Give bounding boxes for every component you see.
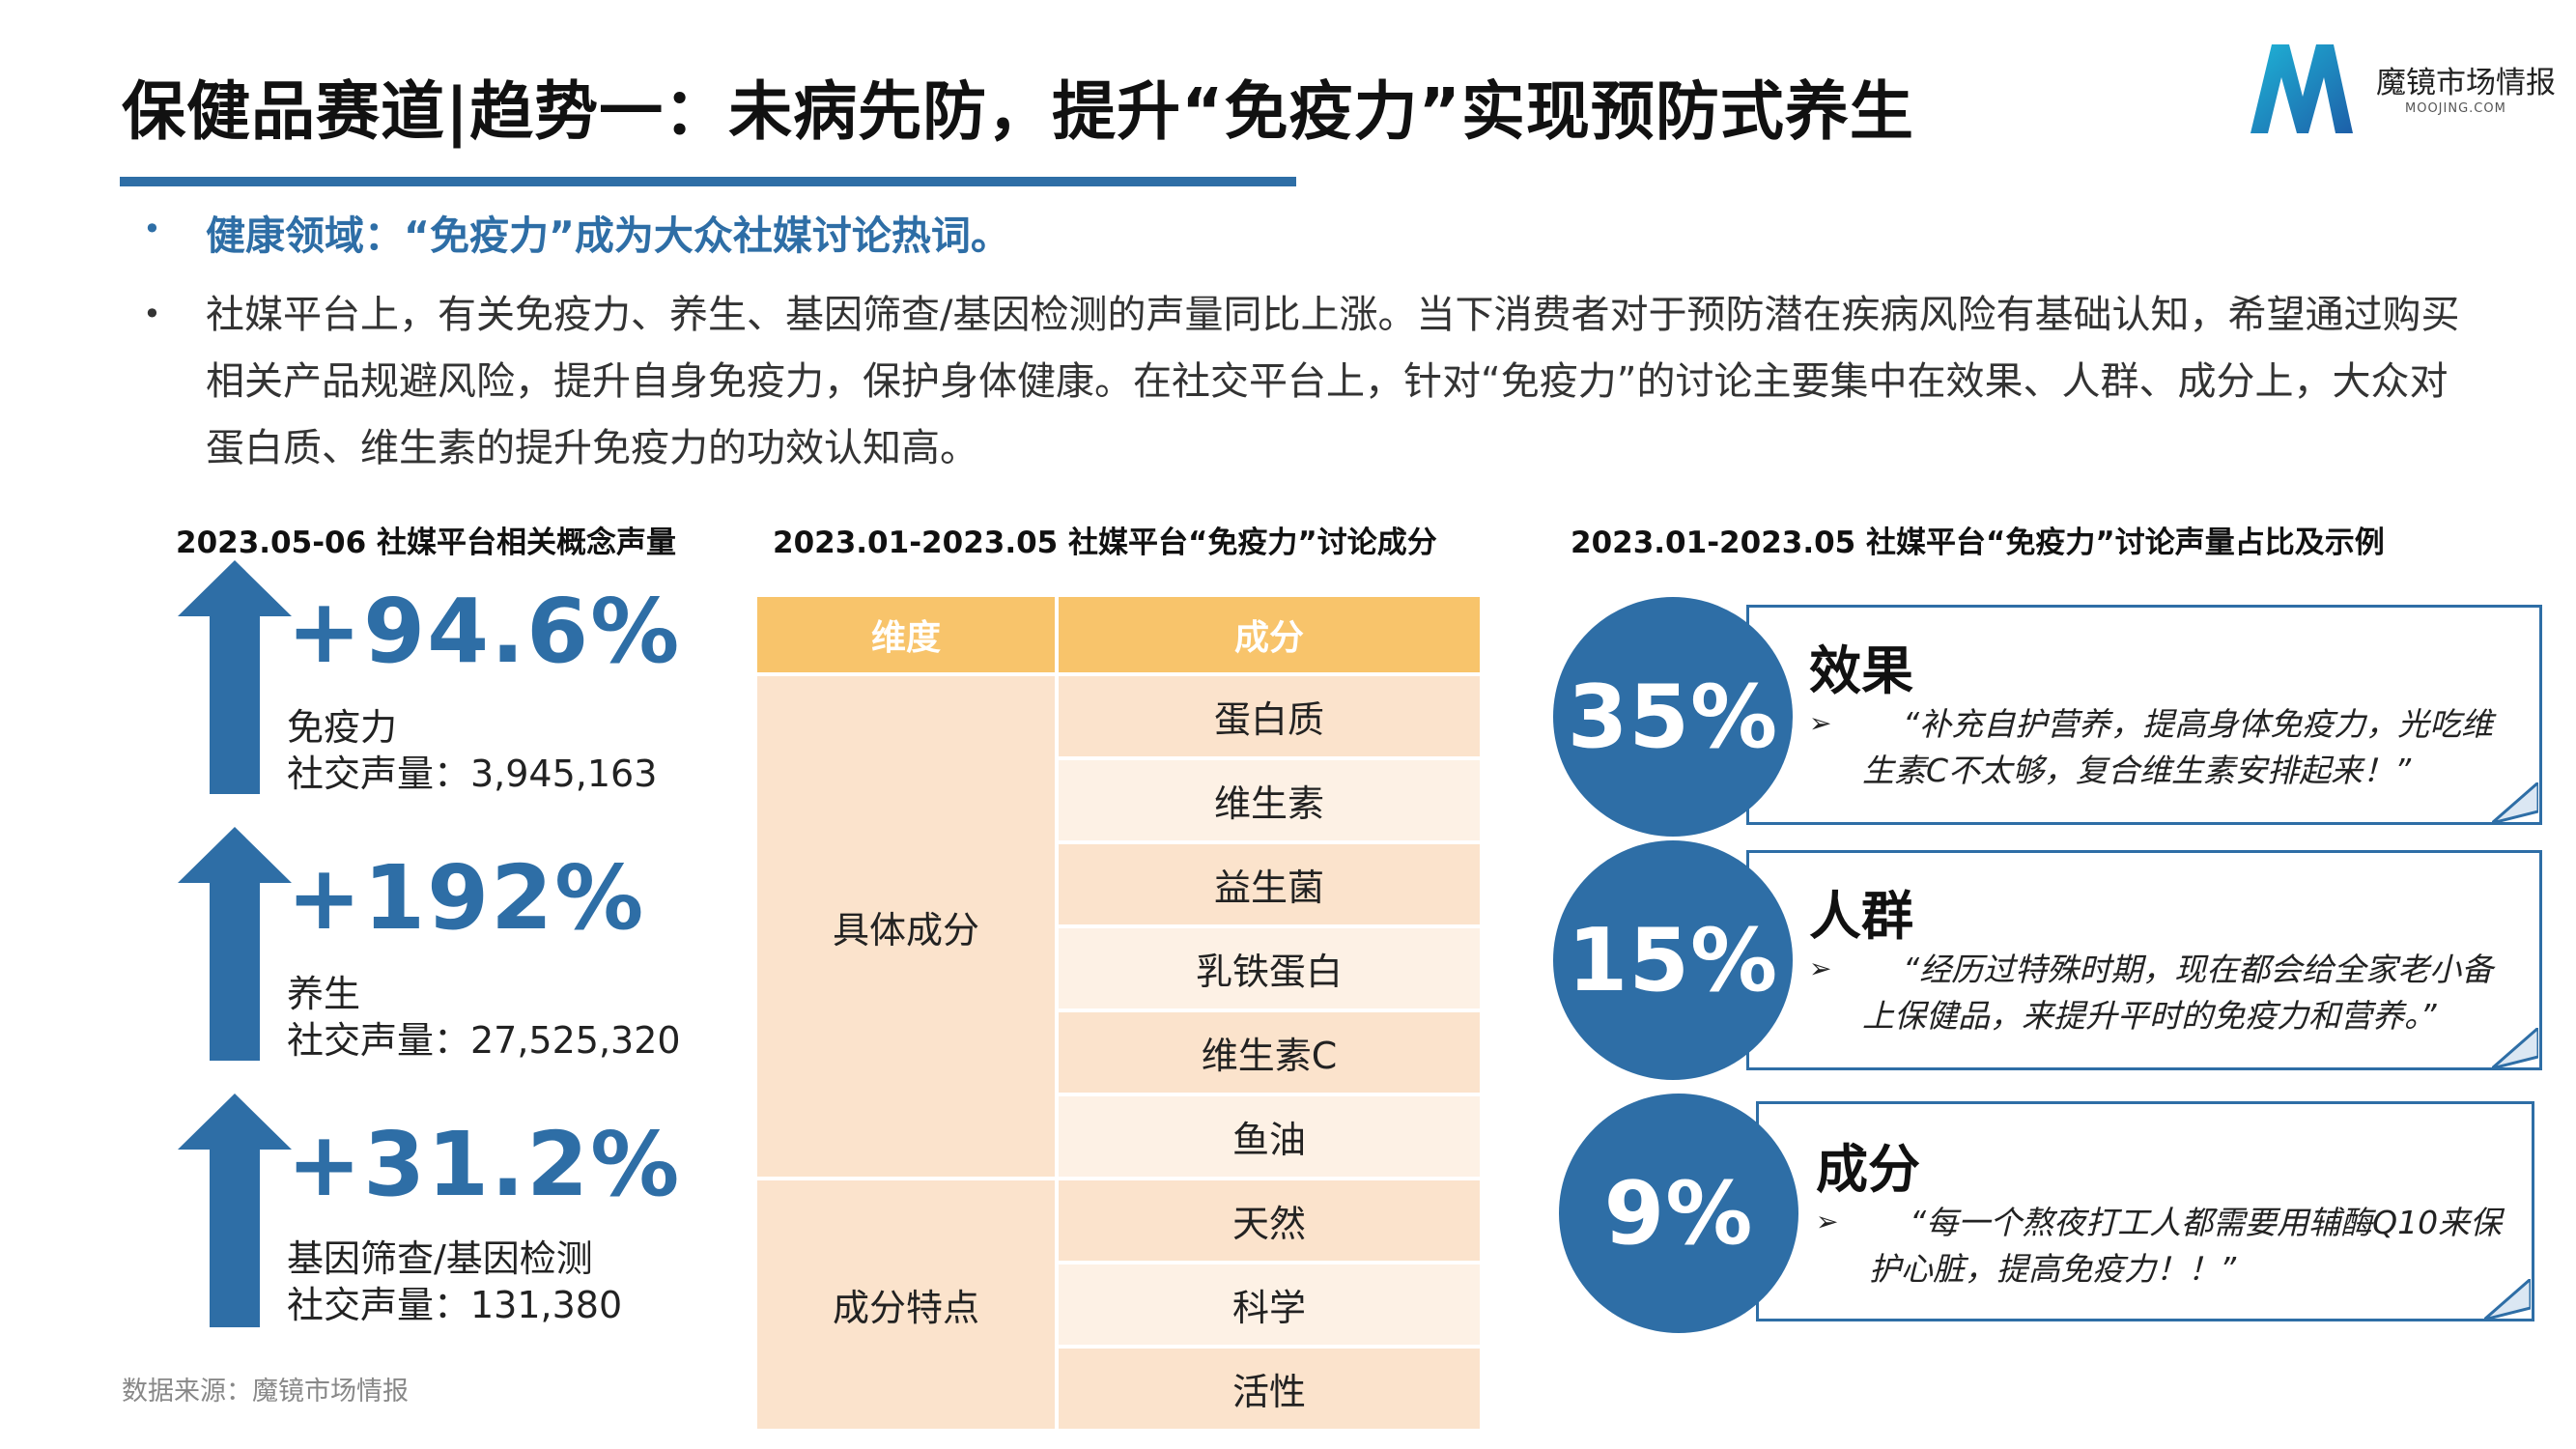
up-arrow-icon [178, 827, 292, 1061]
card-quote: “每一个熬夜打工人都需要用辅酶Q10来保护心脏，提高免疫力！！” [1869, 1204, 2503, 1288]
card-frame [1746, 605, 2542, 825]
ingredient-cell: 乳铁蛋白 [1057, 926, 1480, 1012]
body-paragraph: 社媒平台上，有关免疫力、养生、基因筛查/基因检测的声量同比上涨。当下消费者对于预… [206, 293, 2460, 470]
share-percent-badge: 35% [1553, 597, 1793, 837]
bullet-marker: • [143, 296, 161, 332]
ingredient-table: 维度 成分 具体成分 蛋白质 维生素 益生菌 乳铁蛋白 维生素C 鱼油 成分特点… [757, 597, 1480, 1433]
card-title: 人群 [1809, 886, 1913, 947]
stat-name: 养生 [287, 973, 361, 1015]
dimension-cell: 成分特点 [757, 1179, 1059, 1433]
stat-change: +192% [287, 846, 646, 950]
card-quote: “补充自护营养，提高身体免疫力，光吃维生素C不太够，复合维生素安排起来！” [1862, 705, 2494, 789]
ingredient-cell: 益生菌 [1057, 842, 1480, 928]
arrow-bullet-icon: ➢ [1809, 952, 1832, 984]
table-row: 科学 [757, 1263, 1480, 1349]
stat-volume: 社交声量：3,945,163 [287, 753, 658, 795]
column-header-ingredient: 成分 [1057, 597, 1480, 676]
logo-name: 魔镜市场情报 [2376, 66, 2556, 100]
arrow-bullet-icon: ➢ [1816, 1206, 1839, 1237]
up-arrow-icon [178, 560, 292, 794]
section-title-volume: 2023.05-06 社媒平台相关概念声量 [176, 526, 676, 560]
section-title-ingredients: 2023.01-2023.05 社媒平台“免疫力”讨论成分 [773, 526, 1437, 560]
title-underline [120, 177, 1296, 186]
up-arrow-icon [178, 1094, 292, 1327]
dimension-cell: 具体成分 [757, 674, 1059, 1180]
stat-name: 免疫力 [287, 706, 398, 749]
stat-name: 基因筛查/基因检测 [287, 1237, 593, 1280]
table-row: 鱼油 [757, 1094, 1480, 1180]
data-source: 数据来源：魔镜市场情报 [122, 1377, 409, 1406]
card-title: 效果 [1809, 640, 1913, 701]
column-header-dimension: 维度 [757, 597, 1059, 676]
arrow-bullet-icon: ➢ [1809, 707, 1832, 739]
page-fold-icon [2484, 1279, 2531, 1320]
page-fold-icon [2492, 782, 2538, 823]
card-frame [1756, 1101, 2534, 1321]
page-title: 保健品赛道|趋势一：未病先防，提升“免疫力”实现预防式养生 [122, 74, 1914, 149]
stat-volume: 社交声量：131,380 [287, 1284, 623, 1326]
ingredient-cell: 鱼油 [1057, 1094, 1480, 1180]
table-row: 益生菌 [757, 842, 1480, 928]
ingredient-cell: 蛋白质 [1057, 674, 1480, 760]
section-title-share: 2023.01-2023.05 社媒平台“免疫力”讨论声量占比及示例 [1571, 526, 2385, 560]
share-percent-badge: 15% [1553, 840, 1793, 1080]
stat-change: +31.2% [287, 1113, 682, 1216]
logo-domain: MOOJING.COM [2405, 101, 2506, 116]
page-fold-icon [2492, 1028, 2538, 1068]
table-header-row: 维度 成分 [757, 597, 1480, 676]
ingredient-cell: 天然 [1057, 1179, 1480, 1264]
bullet-marker: • [143, 211, 161, 247]
table-row: 成分特点 天然 [757, 1179, 1480, 1433]
stat-change: +94.6% [287, 580, 682, 683]
table-row: 维生素C [757, 1010, 1480, 1096]
stat-volume: 社交声量：27,525,320 [287, 1019, 681, 1062]
table-row: 乳铁蛋白 [757, 926, 1480, 1012]
card-frame [1746, 850, 2542, 1070]
ingredient-cell: 维生素 [1057, 758, 1480, 844]
share-percent-badge: 9% [1559, 1094, 1798, 1333]
ingredient-cell: 科学 [1057, 1263, 1480, 1349]
table-row: 活性 [757, 1347, 1480, 1433]
card-title: 成分 [1816, 1139, 1920, 1200]
table-row: 具体成分 蛋白质 [757, 674, 1480, 1180]
ingredient-cell: 活性 [1057, 1347, 1480, 1433]
table-row: 维生素 [757, 758, 1480, 844]
card-quote: “经历过特殊时期，现在都会给全家老小备上保健品，来提升平时的免疫力和营养。” [1862, 951, 2494, 1035]
highlight-bullet: 健康领域：“免疫力”成为大众社媒讨论热词。 [206, 213, 1010, 259]
moojing-logo-icon [2250, 44, 2353, 133]
ingredient-cell: 维生素C [1057, 1010, 1480, 1096]
